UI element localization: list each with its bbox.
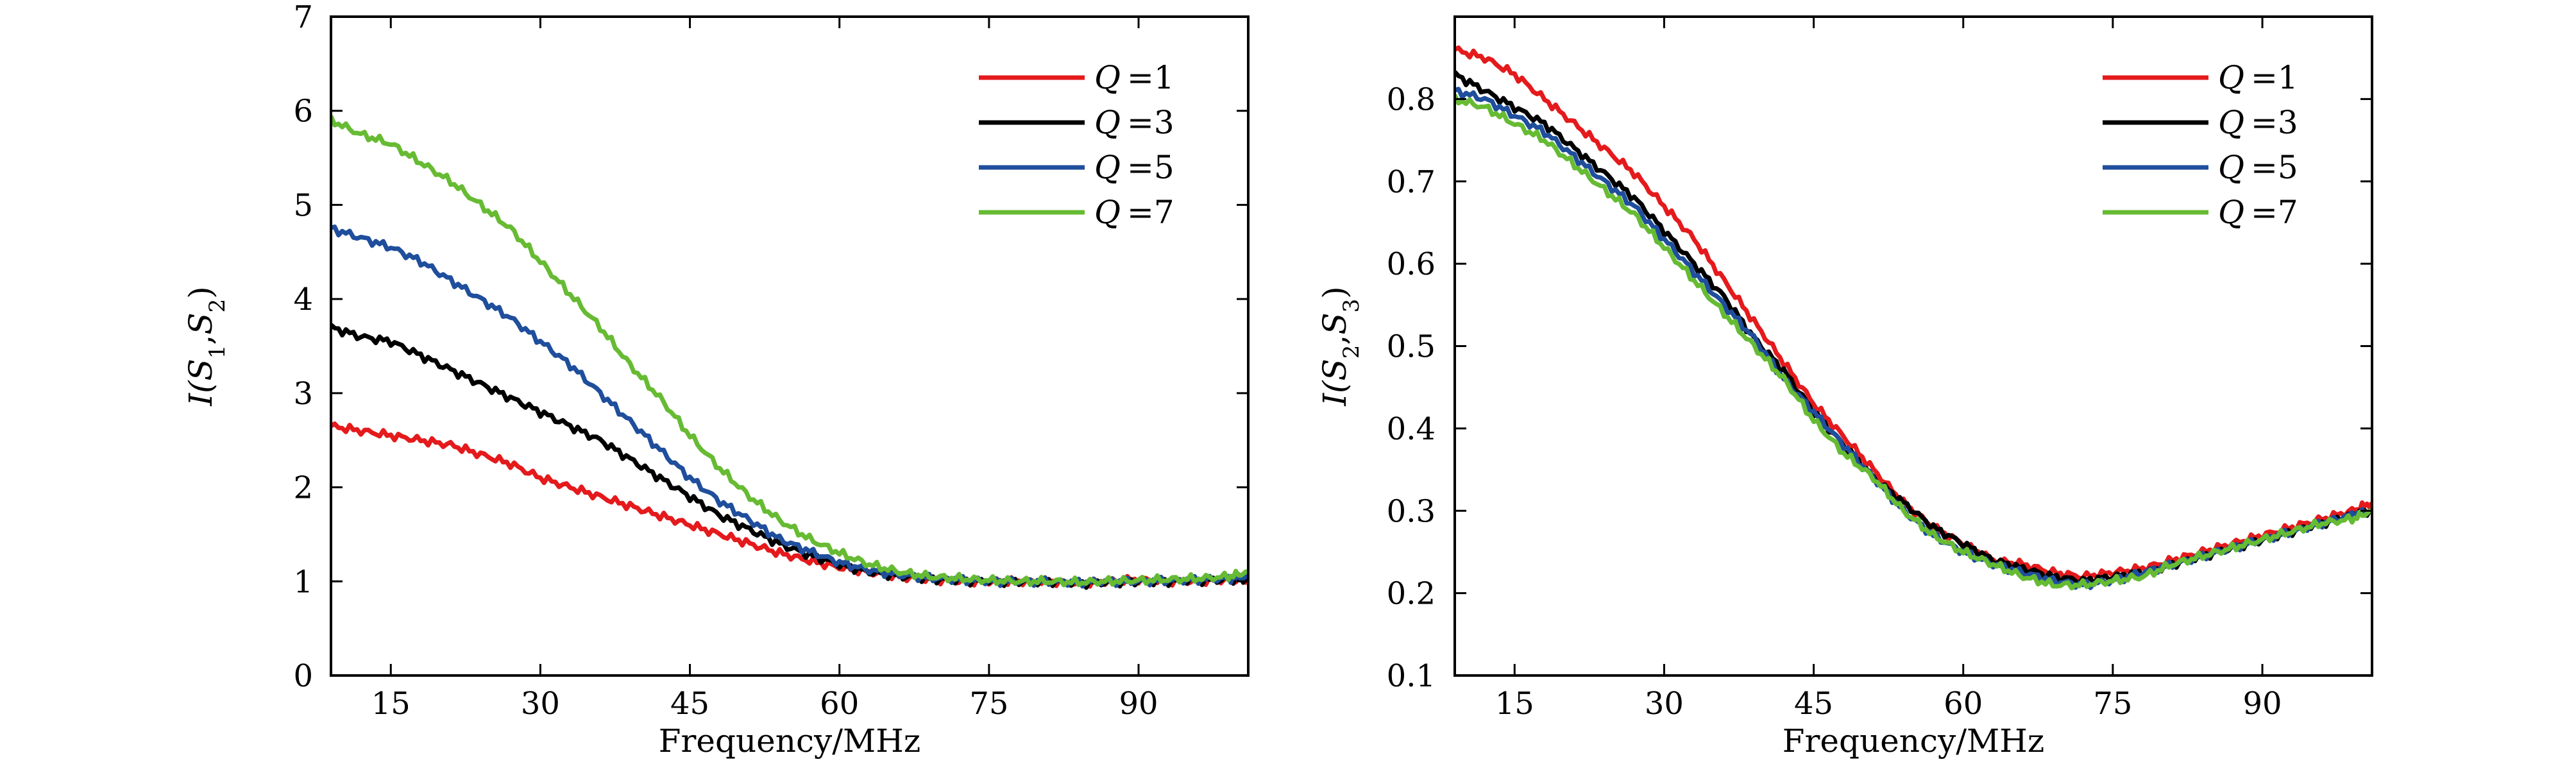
x-tick-label: 30 bbox=[521, 686, 560, 722]
legend-label: Q =5 bbox=[2218, 149, 2298, 186]
y-label-close: ) bbox=[182, 286, 219, 299]
y-tick-label: 5 bbox=[293, 187, 313, 223]
x-tick-label: 60 bbox=[820, 686, 859, 722]
y-tick-label: 0.1 bbox=[1387, 658, 1436, 694]
y-label-sub-b: 2 bbox=[205, 299, 230, 313]
x-axis-label: Frequency/MHz bbox=[659, 722, 920, 760]
series-lines bbox=[331, 115, 1248, 590]
legend-entry-q1: Q =1 bbox=[2103, 59, 2298, 96]
y-tick-label: 2 bbox=[293, 470, 313, 506]
legend-label: Q =7 bbox=[2218, 194, 2298, 231]
y-axis-label: I(S2,S3) bbox=[1316, 286, 1364, 407]
x-tick-label: 90 bbox=[1119, 686, 1158, 722]
y-tick-labels: 0.1 0.2 0.3 0.4 0.5 0.6 0.7 0.8 bbox=[1387, 81, 1436, 694]
y-label-fn: I( bbox=[1316, 380, 1353, 407]
y-tick-label: 0 bbox=[293, 658, 313, 694]
y-label-var-a: S bbox=[182, 359, 219, 380]
y-tick-labels: 0 1 2 3 4 5 6 7 bbox=[293, 0, 313, 694]
y-label-var-a: S bbox=[1316, 359, 1353, 380]
y-tick-label: 1 bbox=[293, 564, 313, 600]
legend: Q =1 Q =3 Q =5 Q =7 bbox=[2103, 59, 2298, 231]
x-axis-label: Frequency/MHz bbox=[1783, 722, 2044, 760]
y-tick-label: 4 bbox=[293, 282, 313, 318]
axis-ticks bbox=[331, 15, 1248, 677]
y-tick-label: 0.6 bbox=[1387, 246, 1436, 282]
y-tick-label: 0.5 bbox=[1387, 329, 1436, 365]
legend-label: Q =7 bbox=[1094, 194, 1174, 231]
x-tick-label: 60 bbox=[1944, 686, 1983, 722]
y-tick-label: 3 bbox=[293, 376, 313, 412]
y-tick-label: 0.4 bbox=[1387, 411, 1436, 447]
x-tick-label: 75 bbox=[2093, 686, 2132, 722]
legend-entry-q3: Q =3 bbox=[2103, 104, 2298, 141]
legend-label: Q =1 bbox=[2218, 59, 2298, 96]
legend-entry-q5: Q =5 bbox=[979, 149, 1174, 186]
axis-ticks bbox=[1455, 17, 2372, 677]
y-tick-label: 6 bbox=[293, 94, 313, 130]
legend-entry-q7: Q =7 bbox=[979, 194, 1174, 231]
y-axis-label: I(S1,S2) bbox=[182, 286, 230, 407]
legend-entry-q7: Q =7 bbox=[2103, 194, 2298, 231]
y-label-sep: , bbox=[182, 335, 219, 345]
y-tick-label: 7 bbox=[293, 0, 313, 35]
y-tick-label: 0.3 bbox=[1387, 493, 1436, 529]
legend-label: Q =3 bbox=[2218, 104, 2298, 141]
x-tick-label: 45 bbox=[1794, 686, 1833, 722]
plot-area-frame bbox=[330, 15, 1250, 677]
legend-label: Q =3 bbox=[1094, 104, 1174, 141]
y-label-close: ) bbox=[1316, 286, 1353, 299]
chart-panel-1: 15 30 45 60 75 90 0 1 2 3 4 5 6 7 Freque… bbox=[182, 0, 1250, 760]
y-label-fn: I( bbox=[182, 380, 219, 407]
y-tick-label: 0.7 bbox=[1387, 164, 1436, 200]
legend: Q =1 Q =3 Q =5 Q =7 bbox=[979, 59, 1174, 231]
y-label-var-b: S bbox=[1316, 312, 1353, 334]
series-line-q7 bbox=[1455, 94, 2372, 591]
legend-entry-q1: Q =1 bbox=[979, 59, 1174, 96]
x-tick-label: 30 bbox=[1645, 686, 1684, 722]
legend-entry-q3: Q =3 bbox=[979, 104, 1174, 141]
y-label-sub-b: 3 bbox=[1339, 299, 1364, 313]
y-label-sub-a: 2 bbox=[1339, 345, 1364, 359]
y-tick-label: 0.8 bbox=[1387, 81, 1436, 117]
series-lines bbox=[1455, 45, 2372, 591]
x-tick-labels: 15 30 45 60 75 90 bbox=[1495, 686, 2282, 722]
x-tick-label: 45 bbox=[670, 686, 709, 722]
y-label-sub-a: 1 bbox=[205, 345, 230, 359]
series-line-q7 bbox=[331, 115, 1248, 588]
x-tick-label: 90 bbox=[2242, 686, 2282, 722]
x-tick-labels: 15 30 45 60 75 90 bbox=[371, 686, 1158, 722]
x-tick-label: 15 bbox=[371, 686, 411, 722]
chart-panel-2: 15 30 45 60 75 90 0.1 0.2 0.3 0.4 0.5 0.… bbox=[1316, 15, 2373, 760]
y-label-sep: , bbox=[1316, 335, 1353, 345]
y-tick-label: 0.2 bbox=[1387, 576, 1436, 612]
x-tick-label: 75 bbox=[969, 686, 1008, 722]
x-tick-label: 15 bbox=[1495, 686, 1534, 722]
legend-label: Q =5 bbox=[1094, 149, 1174, 186]
legend-entry-q5: Q =5 bbox=[2103, 149, 2298, 186]
y-label-var-b: S bbox=[182, 312, 219, 334]
legend-label: Q =1 bbox=[1094, 59, 1174, 96]
